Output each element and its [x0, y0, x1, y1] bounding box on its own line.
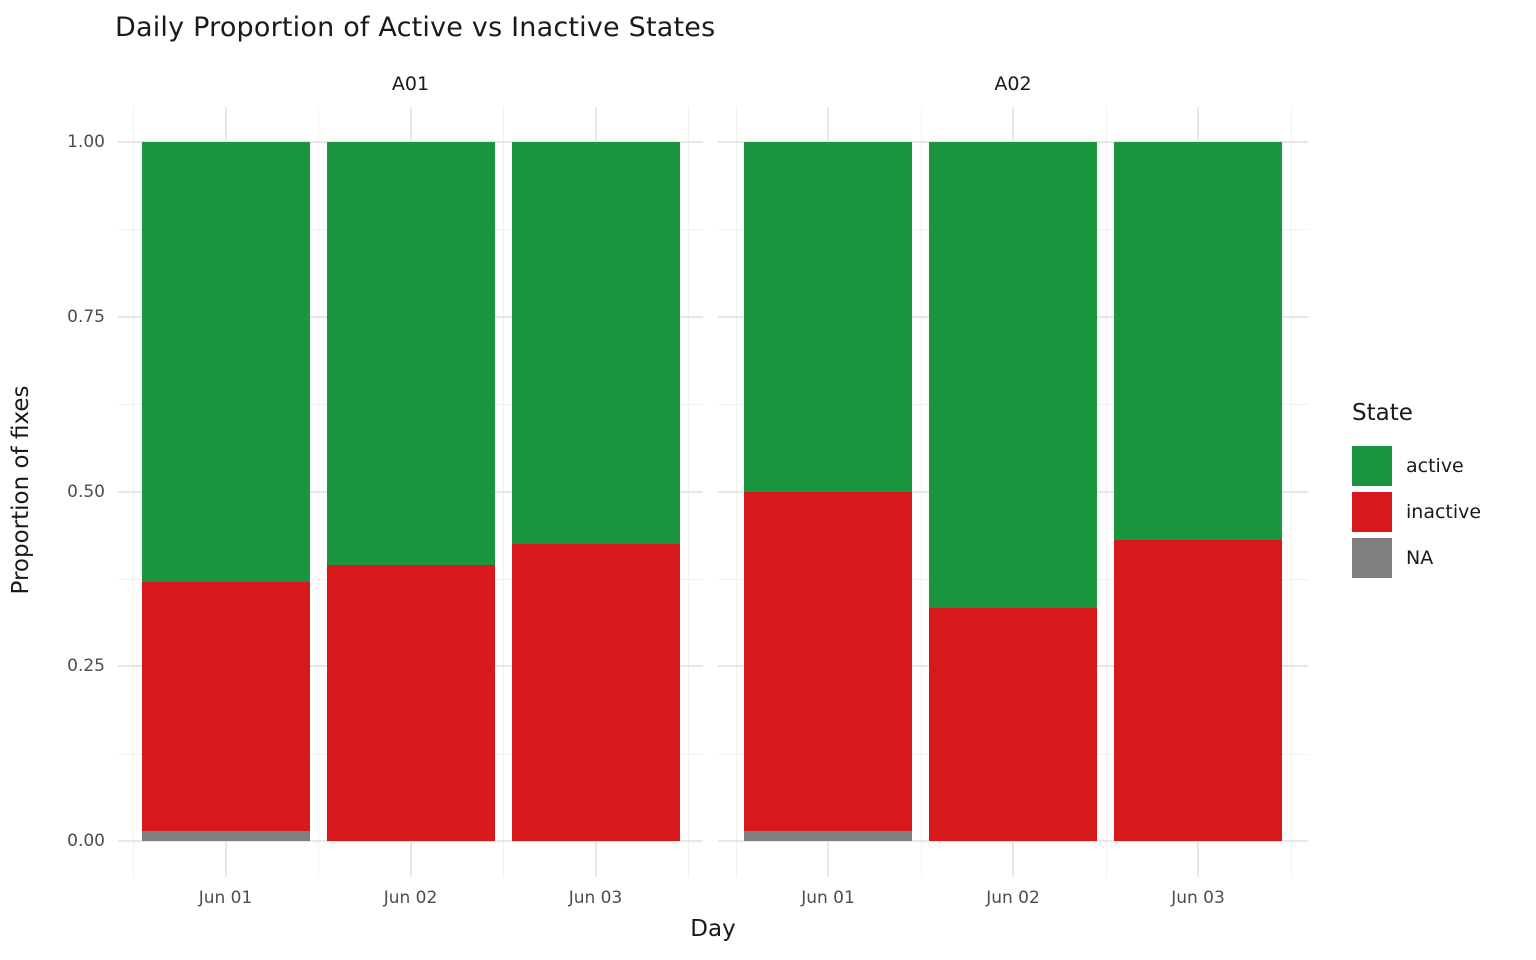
- legend-entry-inactive: inactive: [1352, 492, 1481, 532]
- legend-label: inactive: [1406, 501, 1482, 523]
- legend-label: NA: [1406, 547, 1434, 569]
- chart-title: Daily Proportion of Active vs Inactive S…: [115, 12, 716, 43]
- legend-title: State: [1352, 400, 1413, 426]
- stacked-bar-jun-03: [1114, 107, 1282, 877]
- gridline-horizontal-major: [118, 840, 703, 842]
- bar-segment-inactive: [744, 491, 912, 831]
- facet-strip-a02: A02: [718, 72, 1308, 96]
- x-tick-label: Jun 01: [801, 888, 855, 908]
- bar-segment-inactive: [326, 564, 495, 841]
- legend-entry-na: NA: [1352, 538, 1481, 578]
- legend-entry-active: active: [1352, 446, 1481, 486]
- stacked-bar-jun-03: [511, 107, 680, 877]
- y-tick-label: 0.00: [67, 831, 105, 851]
- bar-segment-na: [141, 830, 310, 841]
- x-tick-label: Jun 02: [383, 888, 438, 908]
- bar-segment-inactive: [929, 608, 1097, 841]
- bar-segment-active: [744, 142, 912, 492]
- legend-label: active: [1406, 455, 1464, 477]
- x-axis-title: Day: [690, 916, 736, 942]
- legend-key-swatch: [1352, 446, 1392, 486]
- stacked-bar-jun-02: [929, 107, 1097, 877]
- gridline-horizontal-major: [718, 840, 1308, 842]
- y-tick-label: 0.25: [67, 656, 105, 677]
- facet-panel-a02: [718, 107, 1308, 877]
- bar-segment-active: [929, 142, 1097, 609]
- x-tick-label: Jun 03: [568, 888, 623, 908]
- x-tick-label: Jun 03: [1171, 888, 1225, 908]
- y-tick-label: 1.00: [67, 132, 105, 152]
- bar-segment-inactive: [511, 543, 680, 841]
- x-tick-label: Jun 02: [986, 888, 1040, 908]
- x-tick-label: Jun 01: [198, 888, 253, 908]
- legend-key-swatch: [1352, 538, 1392, 578]
- facet-panel-a01: [118, 107, 703, 877]
- bar-segment-inactive: [1114, 540, 1282, 841]
- y-tick-label: 0.75: [67, 306, 105, 327]
- y-axis-title: Proportion of fixes: [8, 385, 34, 595]
- facet-label: A02: [994, 73, 1032, 95]
- bar-segment-active: [326, 142, 495, 565]
- stacked-bar-jun-02: [326, 107, 495, 877]
- bar-segment-inactive: [141, 582, 310, 831]
- legend: State active inactive NA: [1352, 400, 1481, 584]
- bar-segment-active: [1114, 142, 1282, 541]
- facet-label: A01: [391, 73, 430, 95]
- legend-key-swatch: [1352, 492, 1392, 532]
- bar-segment-na: [744, 830, 912, 841]
- stacked-bar-jun-01: [141, 107, 310, 877]
- bar-segment-active: [511, 142, 680, 544]
- y-tick-label: 0.50: [67, 481, 105, 502]
- stacked-bar-jun-01: [744, 107, 912, 877]
- facet-strip-a01: A01: [118, 72, 703, 96]
- bar-segment-active: [141, 142, 310, 583]
